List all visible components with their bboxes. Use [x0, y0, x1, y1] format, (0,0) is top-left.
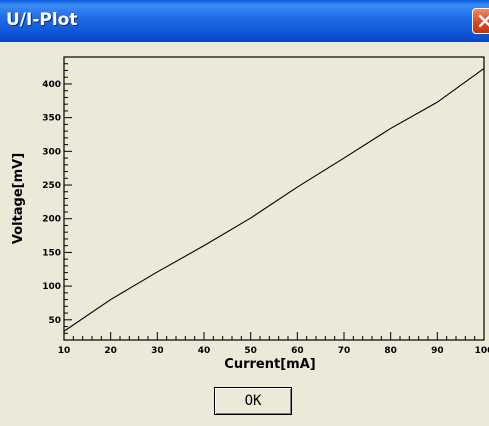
close-button[interactable]: [472, 8, 489, 34]
y-tick-label: 100: [42, 282, 61, 292]
title-bar[interactable]: U/I-Plot: [0, 0, 489, 42]
y-tick-label: 300: [42, 147, 61, 157]
x-tick-label: 100: [475, 346, 489, 356]
close-icon: [478, 14, 489, 28]
y-tick-label: 250: [42, 181, 61, 191]
y-tick-label: 150: [42, 248, 61, 258]
y-tick-label: 200: [42, 215, 61, 225]
plot-frame: [63, 56, 485, 341]
x-tick-label: 70: [338, 346, 351, 356]
x-tick-label: 30: [151, 346, 164, 356]
x-tick-label: 10: [58, 346, 71, 356]
x-tick-label: 20: [104, 346, 117, 356]
ui-chart: 10 20 30 40 50 60 70 80 90 100 50 100 150 200 250 300 35…: [11, 56, 489, 372]
y-tick-label: 50: [48, 316, 61, 326]
x-tick-label: 40: [198, 346, 211, 356]
x-tick-label: 50: [244, 346, 257, 356]
y-axis-label: Voltage[mV]: [11, 153, 26, 244]
window-title: U/I-Plot: [6, 10, 78, 30]
plot-area: 10 20 30 40 50 60 70 80 90 100 50 100 150 200 250 300 35…: [0, 42, 489, 426]
x-tick-label: 60: [291, 346, 304, 356]
x-axis-label: Current[mA]: [224, 357, 315, 372]
y-tick-label: 350: [42, 114, 61, 124]
voltage-series-line: [63, 68, 485, 332]
ok-button[interactable]: OK: [214, 387, 292, 415]
x-tick-label: 90: [431, 346, 444, 356]
x-tick-label: 80: [384, 346, 397, 356]
y-tick-label: 400: [42, 80, 61, 90]
